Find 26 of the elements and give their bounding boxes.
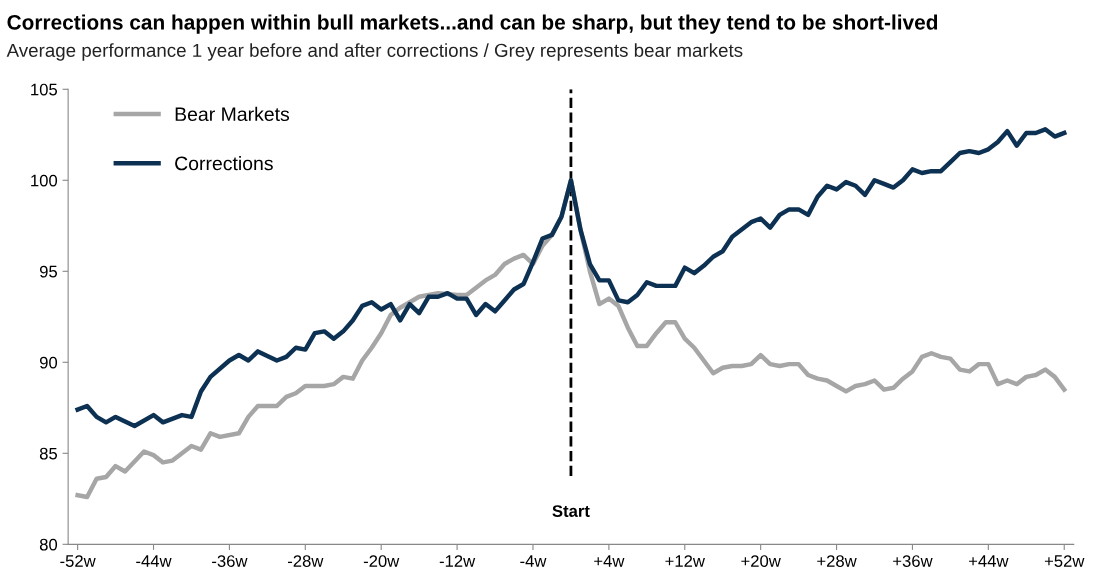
- x-tick-label: +28w: [817, 555, 857, 567]
- legend-label: Bear Markets: [175, 106, 290, 122]
- x-tick-label: -12w: [439, 555, 476, 567]
- x-tick-label: -44w: [136, 555, 172, 567]
- x-tick-label: +44w: [969, 555, 1009, 567]
- x-tick-label: +4w: [594, 555, 625, 567]
- x-tick-label: +12w: [665, 555, 705, 567]
- y-tick-label: 105: [31, 83, 58, 96]
- ref-line-label: Start: [552, 505, 590, 517]
- x-tick-label: -36w: [212, 555, 248, 567]
- y-tick-label: 85: [39, 447, 58, 460]
- y-tick-label: 90: [39, 356, 58, 369]
- x-tick-label: -52w: [60, 555, 96, 567]
- chart-subtitle: Average performance 1 year before and after corrections / Grey represents bear markets: [6, 43, 743, 61]
- x-tick-label: +36w: [893, 555, 933, 567]
- legend-label: Corrections: [175, 156, 273, 171]
- y-tick-label: 80: [39, 538, 58, 551]
- x-tick-label: -28w: [287, 555, 324, 567]
- line-series: [75, 127, 1067, 429]
- x-tick-label: +20w: [741, 555, 781, 567]
- chart-title: Corrections can happen within bull markets...and can be sharp, but they tend to be short-lived: [7, 14, 938, 34]
- x-tick-label: -4w: [520, 555, 547, 567]
- y-tick-label: 95: [39, 265, 58, 278]
- x-tick-label: -20w: [363, 555, 400, 567]
- x-tick-label: +52w: [1044, 555, 1085, 567]
- y-tick-label: 100: [31, 174, 58, 187]
